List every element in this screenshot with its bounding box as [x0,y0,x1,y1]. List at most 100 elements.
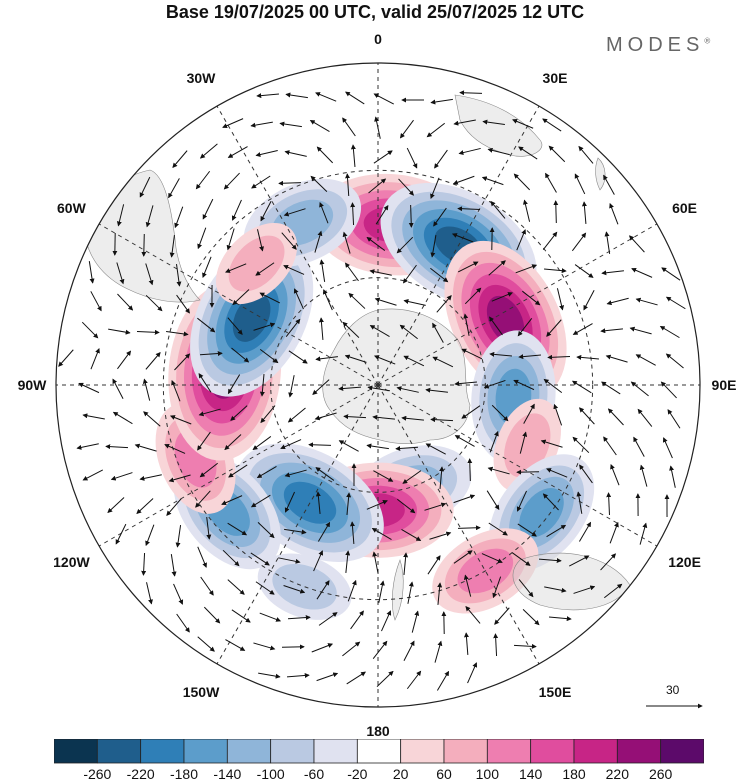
wind-arrow [605,354,628,363]
wind-arrow [665,353,684,369]
wind-arrow [439,466,445,490]
wind-arrow [481,553,503,564]
colorbar-tick-label: -140 [213,766,242,782]
wind-arrow [464,287,482,305]
wind-arrow [197,227,207,250]
longitude-label: 150E [538,683,572,700]
wind-arrow [396,236,414,254]
wind-arrow [522,608,540,626]
wind-arrow [548,145,566,163]
wind-arrow [139,176,151,198]
wind-arrow [225,639,246,651]
wind-arrow [141,233,147,257]
wind-arrow [403,640,415,662]
colorbar-tick-label: 140 [518,766,543,782]
wind-arrow [317,521,331,542]
wind-arrow [250,552,270,566]
wind-arrow [281,644,305,650]
wind-arrow [489,430,499,453]
wind-arrow [259,612,282,622]
wind-arrow [399,119,414,139]
meridian-line [377,384,658,547]
wind-arrow [665,296,686,310]
wind-arrow [606,297,629,306]
wind-arrow [519,431,528,454]
wind-arrow [542,231,558,250]
wind-arrow [315,356,338,362]
wind-arrow [454,435,475,447]
wind-arrow [169,235,175,258]
longitude-label: 30W [186,70,216,87]
wind-arrow [518,579,534,598]
colorbar-swatch [486,739,532,764]
wind-arrow [369,325,390,337]
antarctica [322,308,471,445]
wind-arrow [342,231,351,254]
wind-arrow [371,528,392,540]
wind-arrow [373,470,394,482]
wind-arrow [583,290,595,311]
wind-arrow [145,351,161,370]
wind-arrow [227,146,248,158]
wind-arrow [374,116,381,139]
wind-arrow [198,408,221,417]
wind-arrow [603,174,615,195]
wind-arrow [256,93,280,99]
wind-arrow [609,521,619,544]
wind-arrow [82,413,105,420]
wind-arrow [173,583,184,605]
wind-arrow [255,262,275,276]
reference-vector-label: 30 [666,683,680,697]
wind-arrow [170,554,177,577]
wind-arrow [511,552,531,566]
wind-arrow [522,199,531,222]
wind-arrow [434,640,443,663]
wind-arrow [252,436,272,451]
wind-arrow [283,585,306,594]
colorbar [54,739,704,764]
wind-arrow [145,263,154,286]
wind-arrow [578,145,594,164]
wind-arrow [284,150,307,157]
wind-arrow [467,662,478,684]
wind-arrow [195,170,211,190]
longitude-label: 60W [57,200,86,216]
wind-arrow [197,636,215,652]
wind-arrow [396,498,416,514]
anomaly-lo-150w-n [257,553,352,620]
wind-arrow [142,378,151,401]
wind-arrow [487,466,510,475]
wind-arrow [427,555,441,575]
wind-arrow [576,354,600,360]
wind-arrow [635,297,658,306]
wind-arrow [578,521,592,542]
wind-arrow [90,291,102,312]
wind-arrow [310,175,328,193]
wind-arrow [350,202,356,226]
wind-arrow [175,525,182,548]
wind-arrow [398,178,415,196]
wind-arrow [522,290,541,306]
wind-arrow [174,206,184,229]
wind-arrow [221,495,243,506]
wind-arrow [517,318,533,337]
wind-arrow [256,465,277,479]
wind-arrow [610,463,620,486]
wind-arrow [401,529,422,541]
wind-arrow [572,323,593,335]
wind-arrow [255,581,275,595]
wind-arrow [222,118,244,129]
colorbar-swatch [616,739,662,764]
wind-arrow [222,549,240,567]
wind-arrow [453,119,476,126]
wind-arrow [202,198,214,220]
wind-arrow [255,150,278,157]
wind-arrow [630,381,649,397]
wind-arrow [315,491,321,514]
wind-arrow [494,607,510,625]
wind-arrow [662,437,673,459]
wind-arrow [463,313,470,336]
wind-arrow [342,321,360,338]
wind-arrow [433,207,447,227]
wind-arrow [429,531,452,540]
